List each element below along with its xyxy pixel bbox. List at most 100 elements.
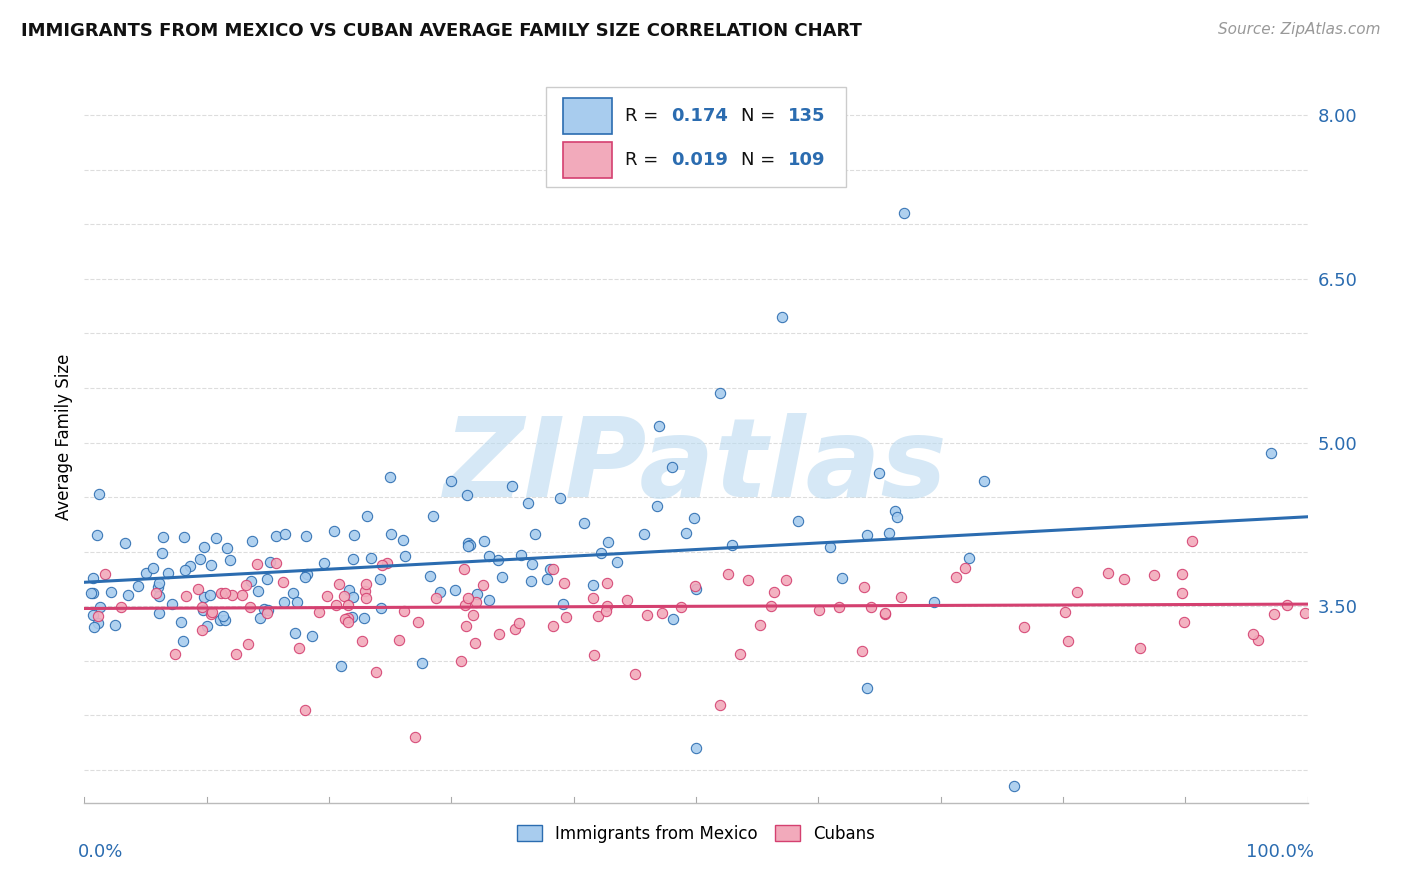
Point <box>582 648 605 663</box>
Point <box>598 535 620 549</box>
Point <box>354 591 377 606</box>
Point <box>94 567 117 582</box>
Point <box>759 599 782 613</box>
Point <box>486 553 509 567</box>
Point <box>685 741 707 756</box>
Text: 0.174: 0.174 <box>672 107 728 125</box>
Point <box>150 546 173 560</box>
Point <box>370 600 392 615</box>
Point <box>1053 605 1076 619</box>
Point <box>457 539 479 553</box>
Point <box>453 562 475 576</box>
Text: R =: R = <box>626 107 664 125</box>
Point <box>200 607 222 621</box>
Point <box>212 609 235 624</box>
Point <box>325 598 347 612</box>
Point <box>356 576 378 591</box>
Point <box>818 540 841 554</box>
Point <box>685 582 707 596</box>
Point <box>828 599 851 614</box>
Point <box>538 561 561 575</box>
Point <box>323 524 346 539</box>
Point <box>536 572 558 586</box>
Point <box>343 528 366 542</box>
Point <box>516 496 538 510</box>
Point <box>246 583 269 598</box>
Point <box>179 558 201 573</box>
Point <box>82 585 104 599</box>
Point <box>200 558 222 572</box>
Point <box>491 570 513 584</box>
Text: ZIPatlas: ZIPatlas <box>444 413 948 520</box>
Point <box>457 535 479 549</box>
Point <box>675 526 697 541</box>
Point <box>595 604 617 618</box>
Point <box>651 606 673 620</box>
Point <box>1002 780 1025 794</box>
Point <box>586 608 609 623</box>
Point <box>883 504 905 518</box>
Point <box>488 626 510 640</box>
Point <box>295 528 318 542</box>
Point <box>86 528 108 542</box>
Point <box>869 466 891 480</box>
Point <box>973 474 995 488</box>
Point <box>337 615 360 629</box>
FancyBboxPatch shape <box>546 87 846 187</box>
Point <box>425 591 447 605</box>
Point <box>831 570 853 584</box>
Point <box>316 590 339 604</box>
Point <box>391 533 413 547</box>
Point <box>114 535 136 549</box>
Point <box>873 607 896 621</box>
Point <box>550 491 572 506</box>
Point <box>87 615 110 630</box>
Point <box>443 582 465 597</box>
Point <box>148 606 170 620</box>
Point <box>360 551 382 566</box>
Point <box>392 604 415 618</box>
Point <box>520 574 543 588</box>
Point <box>616 593 638 607</box>
Point <box>555 609 578 624</box>
Point <box>288 641 311 656</box>
Point <box>720 538 742 552</box>
Point <box>648 419 671 434</box>
Point <box>922 595 945 609</box>
Point <box>173 530 195 544</box>
Point <box>875 606 897 620</box>
Point <box>83 619 105 633</box>
Point <box>253 602 276 616</box>
Point <box>204 531 226 545</box>
Point <box>1097 566 1119 580</box>
Point <box>661 459 683 474</box>
Y-axis label: Average Family Size: Average Family Size <box>55 354 73 520</box>
Point <box>246 557 269 571</box>
Point <box>717 566 740 581</box>
Point <box>135 566 157 580</box>
Point <box>520 557 543 571</box>
Point <box>364 665 387 679</box>
Point <box>193 590 215 604</box>
Point <box>89 487 111 501</box>
Point <box>201 605 224 619</box>
Point <box>1260 446 1282 460</box>
Text: 135: 135 <box>787 107 825 125</box>
Text: 109: 109 <box>787 151 825 169</box>
Point <box>388 632 411 647</box>
Point <box>208 614 231 628</box>
Point <box>156 566 179 580</box>
Point <box>1294 606 1316 620</box>
Point <box>239 599 262 614</box>
Point <box>173 563 195 577</box>
Point <box>82 571 104 585</box>
Text: N =: N = <box>741 107 782 125</box>
Point <box>209 586 232 600</box>
Point <box>1241 627 1264 641</box>
Point <box>851 644 873 658</box>
Point <box>472 578 495 592</box>
FancyBboxPatch shape <box>562 142 612 178</box>
Point <box>633 526 655 541</box>
Point <box>172 634 194 648</box>
Point <box>333 589 356 603</box>
